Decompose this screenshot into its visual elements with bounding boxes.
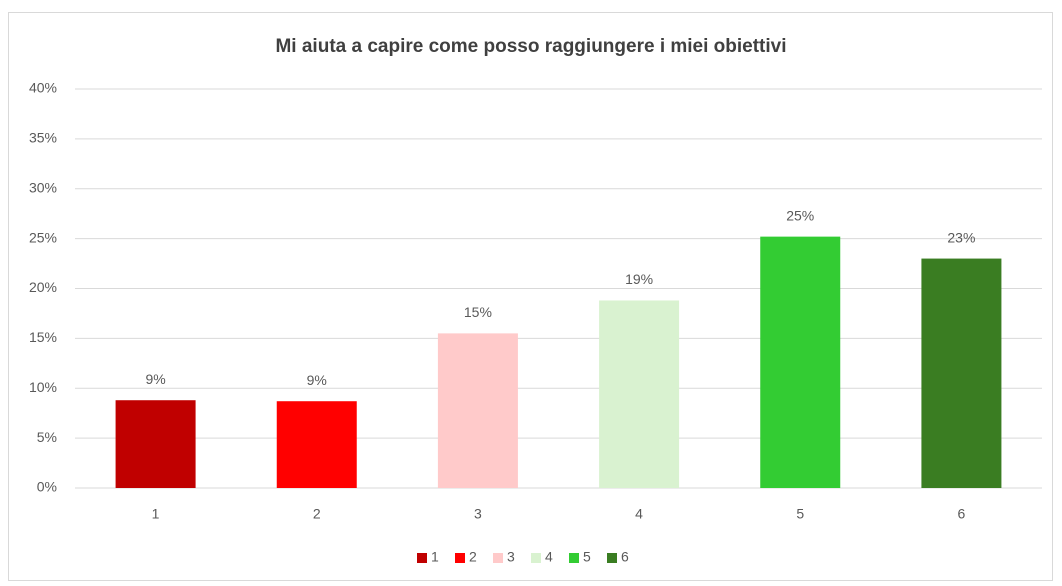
data-label: 9% (307, 372, 327, 388)
x-tick-label: 4 (635, 506, 643, 522)
y-tick-label: 40% (29, 80, 57, 96)
x-tick-label: 6 (958, 506, 966, 522)
y-tick-label: 5% (37, 429, 57, 445)
y-tick-label: 35% (29, 130, 57, 146)
legend-swatch (417, 553, 427, 563)
data-label: 19% (625, 271, 653, 287)
data-label: 25% (786, 207, 814, 223)
bar (115, 400, 196, 488)
x-tick-label: 2 (313, 506, 321, 522)
y-tick-label: 15% (29, 329, 57, 345)
chart-title: Mi aiuta a capire come posso raggiungere… (275, 36, 786, 57)
legend-swatch (493, 553, 503, 563)
bar (437, 333, 518, 488)
legend-swatch (531, 553, 541, 563)
bar (760, 236, 841, 488)
data-label: 23% (947, 229, 975, 245)
bar (276, 401, 357, 488)
legend-label: 3 (507, 549, 515, 565)
bar (921, 258, 1002, 488)
legend-swatch (455, 553, 465, 563)
x-tick-label: 3 (474, 506, 482, 522)
chart-border (8, 12, 1053, 581)
y-tick-label: 20% (29, 279, 57, 295)
data-label: 15% (464, 304, 492, 320)
y-tick-label: 0% (37, 479, 57, 495)
x-tick-label: 5 (796, 506, 804, 522)
x-tick-label: 1 (152, 506, 160, 522)
legend-label: 2 (469, 549, 477, 565)
data-label: 9% (145, 371, 165, 387)
legend-swatch (607, 553, 617, 563)
legend-label: 6 (621, 549, 629, 565)
legend-swatch (569, 553, 579, 563)
bar (599, 300, 680, 488)
y-tick-label: 30% (29, 179, 57, 195)
y-tick-label: 25% (29, 229, 57, 245)
legend-label: 4 (545, 549, 553, 565)
legend-label: 1 (431, 549, 439, 565)
legend-label: 5 (583, 549, 591, 565)
y-tick-label: 10% (29, 379, 57, 395)
